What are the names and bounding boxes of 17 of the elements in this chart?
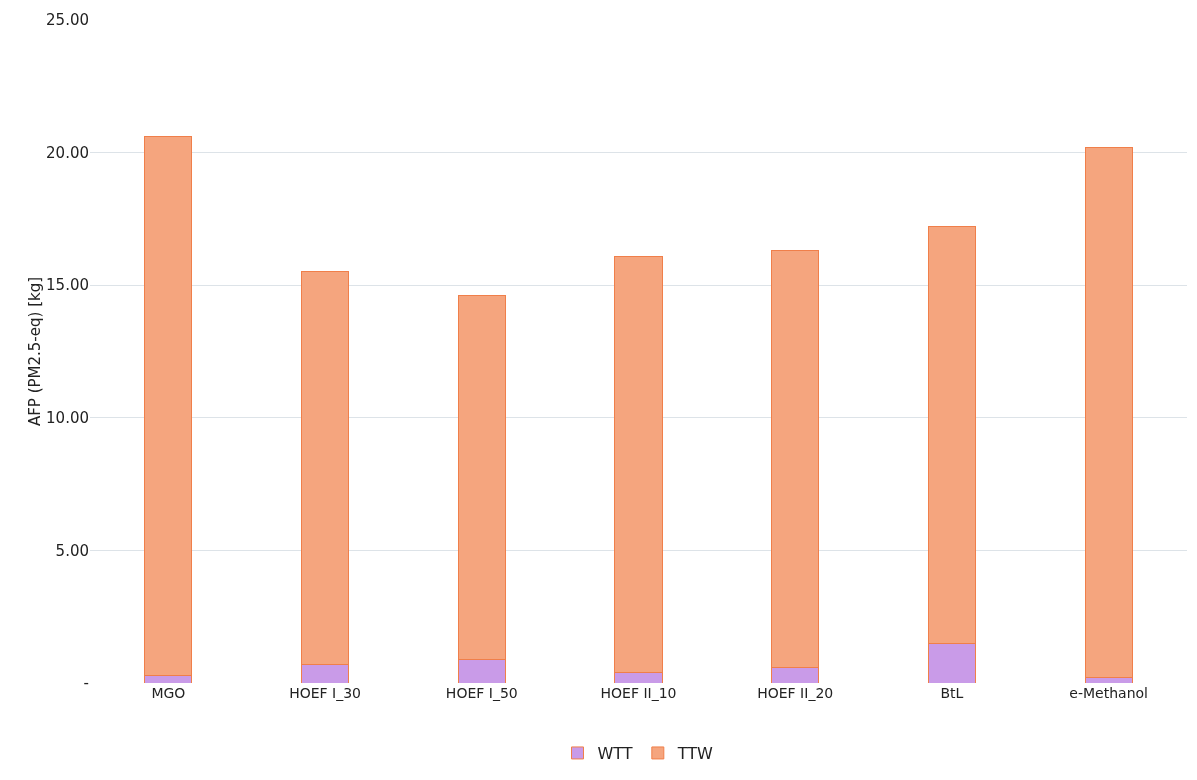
x-tick-label: HOEF I_50 bbox=[445, 685, 518, 701]
y-axis-title: AFP (PM2.5-eq) [kg] bbox=[26, 276, 45, 427]
legend-label: TTW bbox=[676, 744, 714, 764]
y-tick-label: 20.00 bbox=[46, 143, 89, 162]
y-tick-label: 5.00 bbox=[55, 541, 89, 560]
x-tick-label: HOEF II_20 bbox=[757, 685, 834, 701]
y-tick-label: - bbox=[83, 674, 89, 693]
x-tick-label: MGO bbox=[151, 685, 186, 701]
x-tick-label: e-Methanol bbox=[1069, 685, 1148, 701]
x-tick-label: HOEF II_10 bbox=[600, 685, 677, 701]
bar bbox=[1084, 146, 1133, 679]
legend-label: WTT bbox=[597, 744, 633, 764]
x-tick-label: HOEF I_30 bbox=[289, 685, 361, 701]
y-tick-label: 10.00 bbox=[46, 409, 89, 428]
x-tick-label: BtL bbox=[940, 685, 964, 701]
y-tick-label: 15.00 bbox=[46, 276, 89, 295]
y-tick-label: 25.00 bbox=[46, 11, 89, 30]
